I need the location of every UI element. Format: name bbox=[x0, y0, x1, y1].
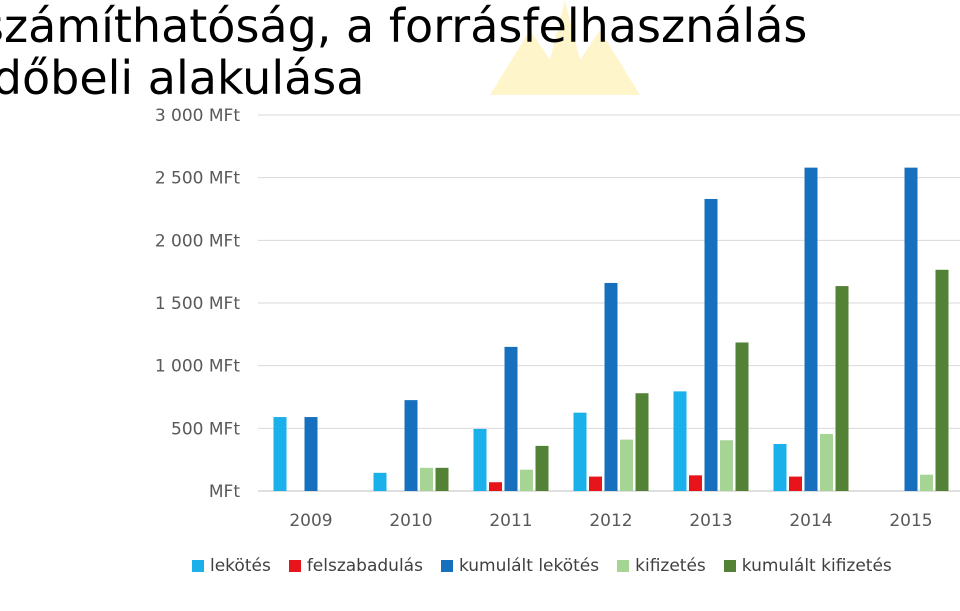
legend-label: kifizetés bbox=[635, 556, 706, 576]
legend-swatch bbox=[440, 560, 453, 572]
x-tick-label: 2012 bbox=[589, 511, 632, 531]
bar bbox=[735, 342, 749, 491]
legend-label: kumulált kifizetés bbox=[741, 556, 892, 576]
bar bbox=[689, 475, 702, 491]
bar bbox=[520, 469, 533, 491]
bar bbox=[835, 286, 849, 491]
bar bbox=[273, 417, 287, 491]
bar bbox=[804, 167, 818, 491]
legend-item: kifizetés bbox=[617, 556, 706, 576]
bar bbox=[720, 440, 733, 491]
legend-label: lekötés bbox=[210, 556, 271, 576]
x-tick-label: 2013 bbox=[689, 511, 732, 531]
bar bbox=[304, 417, 318, 491]
sun-watermark bbox=[490, 0, 640, 95]
bar bbox=[404, 400, 418, 491]
legend-item: kumulált kifizetés bbox=[723, 556, 892, 576]
legend-item: kumulált lekötés bbox=[440, 556, 600, 576]
y-tick-label: 1 500 MFt bbox=[155, 294, 241, 314]
y-tick-label: 2 000 MFt bbox=[155, 231, 241, 251]
x-tick-label: 2009 bbox=[289, 511, 332, 531]
bar bbox=[489, 482, 502, 491]
legend-swatch bbox=[617, 560, 630, 572]
bar bbox=[589, 476, 602, 491]
x-tick-label: 2015 bbox=[889, 511, 932, 531]
bar bbox=[604, 282, 618, 491]
y-axis-tick-labels: 3 000 MFt 2 500 MFt 2 000 MFt 1 500 MFt 1 00… bbox=[155, 106, 241, 502]
y-tick-label: MFt bbox=[209, 482, 240, 502]
bar bbox=[635, 393, 649, 491]
y-tick-label: 1 000 MFt bbox=[155, 357, 241, 377]
bar bbox=[673, 391, 687, 491]
x-tick-label: 2011 bbox=[489, 511, 532, 531]
legend: lekötés felszabadulás kumulált lekötés kifi… bbox=[192, 556, 892, 576]
legend-swatch bbox=[288, 560, 301, 572]
bar bbox=[904, 167, 918, 491]
bar bbox=[820, 433, 833, 491]
x-tick-label: 2014 bbox=[789, 511, 832, 531]
legend-swatch bbox=[192, 560, 204, 572]
x-axis-tick-labels: 2009 2010 2011 2012 2013 2014 2015 bbox=[289, 511, 932, 531]
bar bbox=[473, 428, 487, 491]
legend-label: kumulált lekötés bbox=[458, 556, 600, 576]
bar bbox=[920, 474, 933, 491]
bar bbox=[704, 198, 718, 491]
bar bbox=[535, 445, 549, 491]
bar bbox=[773, 444, 787, 491]
y-tick-label: 3 000 MFt bbox=[155, 106, 241, 126]
y-tick-label: 500 MFt bbox=[171, 419, 240, 439]
bar bbox=[789, 476, 802, 491]
legend-label: felszabadulás bbox=[306, 556, 423, 576]
bar bbox=[373, 472, 387, 491]
bar bbox=[504, 346, 518, 491]
bar bbox=[435, 467, 449, 491]
slide-title: számíthatóság, a forrásfelhasználás időb… bbox=[0, 0, 808, 105]
y-tick-label: 2 500 MFt bbox=[155, 169, 241, 189]
legend-item: felszabadulás bbox=[288, 556, 423, 576]
bar bbox=[620, 439, 633, 491]
bar bbox=[420, 467, 433, 491]
x-tick-label: 2010 bbox=[389, 511, 432, 531]
bar bbox=[935, 269, 949, 491]
bars bbox=[273, 167, 949, 491]
legend-item: lekötés bbox=[192, 556, 271, 576]
legend-swatch bbox=[723, 560, 736, 572]
bar bbox=[573, 412, 587, 491]
